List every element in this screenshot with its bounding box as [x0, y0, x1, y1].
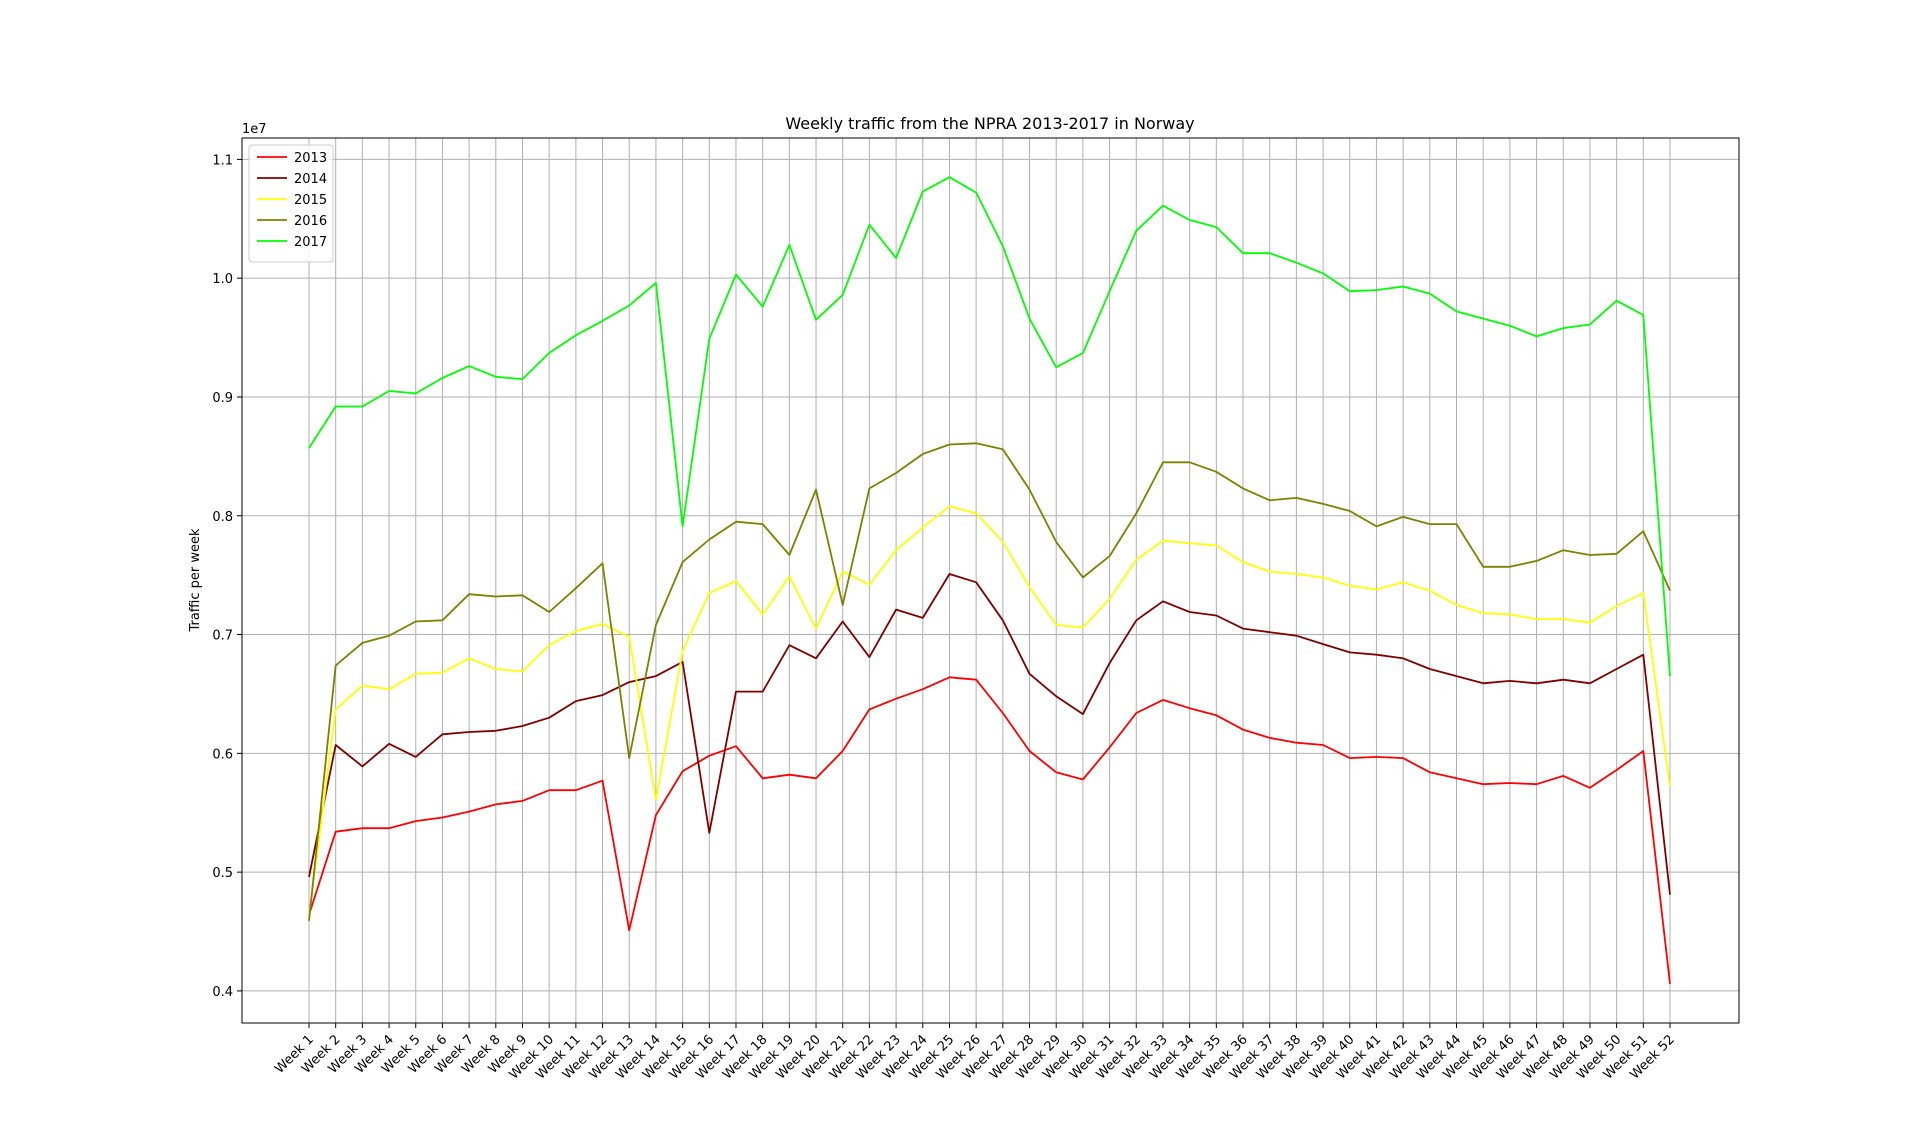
legend-box	[248, 144, 334, 263]
y-tick-label: 1.0	[212, 272, 233, 287]
series-line-2017	[308, 176, 1671, 677]
y-tick-label: 0.9	[212, 391, 233, 406]
series-line-2013	[308, 676, 1671, 984]
series-line-2014	[308, 573, 1671, 895]
y-tick-label: 0.7	[212, 629, 233, 644]
legend-label-2015: 2015	[294, 193, 327, 208]
y-axis-label: Traffic per week	[188, 528, 203, 633]
legend-label-2017: 2017	[294, 235, 327, 250]
y-tick-label: 0.4	[212, 985, 233, 1000]
y-tick-label: 0.6	[212, 747, 233, 762]
y-tick-label: 1.1	[212, 153, 233, 168]
y-tick-label: 0.5	[212, 866, 233, 881]
series-lines	[308, 176, 1671, 984]
legend-label-2013: 2013	[294, 151, 327, 166]
legend: 2013 2014 2015 2016 2017	[248, 144, 334, 263]
series-line-2015	[308, 505, 1671, 918]
plot-frame	[241, 137, 1740, 1024]
chart-title: Weekly traffic from the NPRA 2013-2017 i…	[785, 114, 1194, 133]
y-axis: 0.4 0.5 0.6 0.7 0.8 0.9 1.0 1.1	[212, 153, 242, 1000]
series-line-2016	[308, 442, 1671, 921]
grid	[242, 138, 1739, 1023]
y-tick-label: 0.8	[212, 510, 233, 525]
y-axis-offset-label: 1e7	[242, 122, 267, 137]
legend-label-2016: 2016	[294, 214, 327, 229]
legend-label-2014: 2014	[294, 172, 327, 187]
